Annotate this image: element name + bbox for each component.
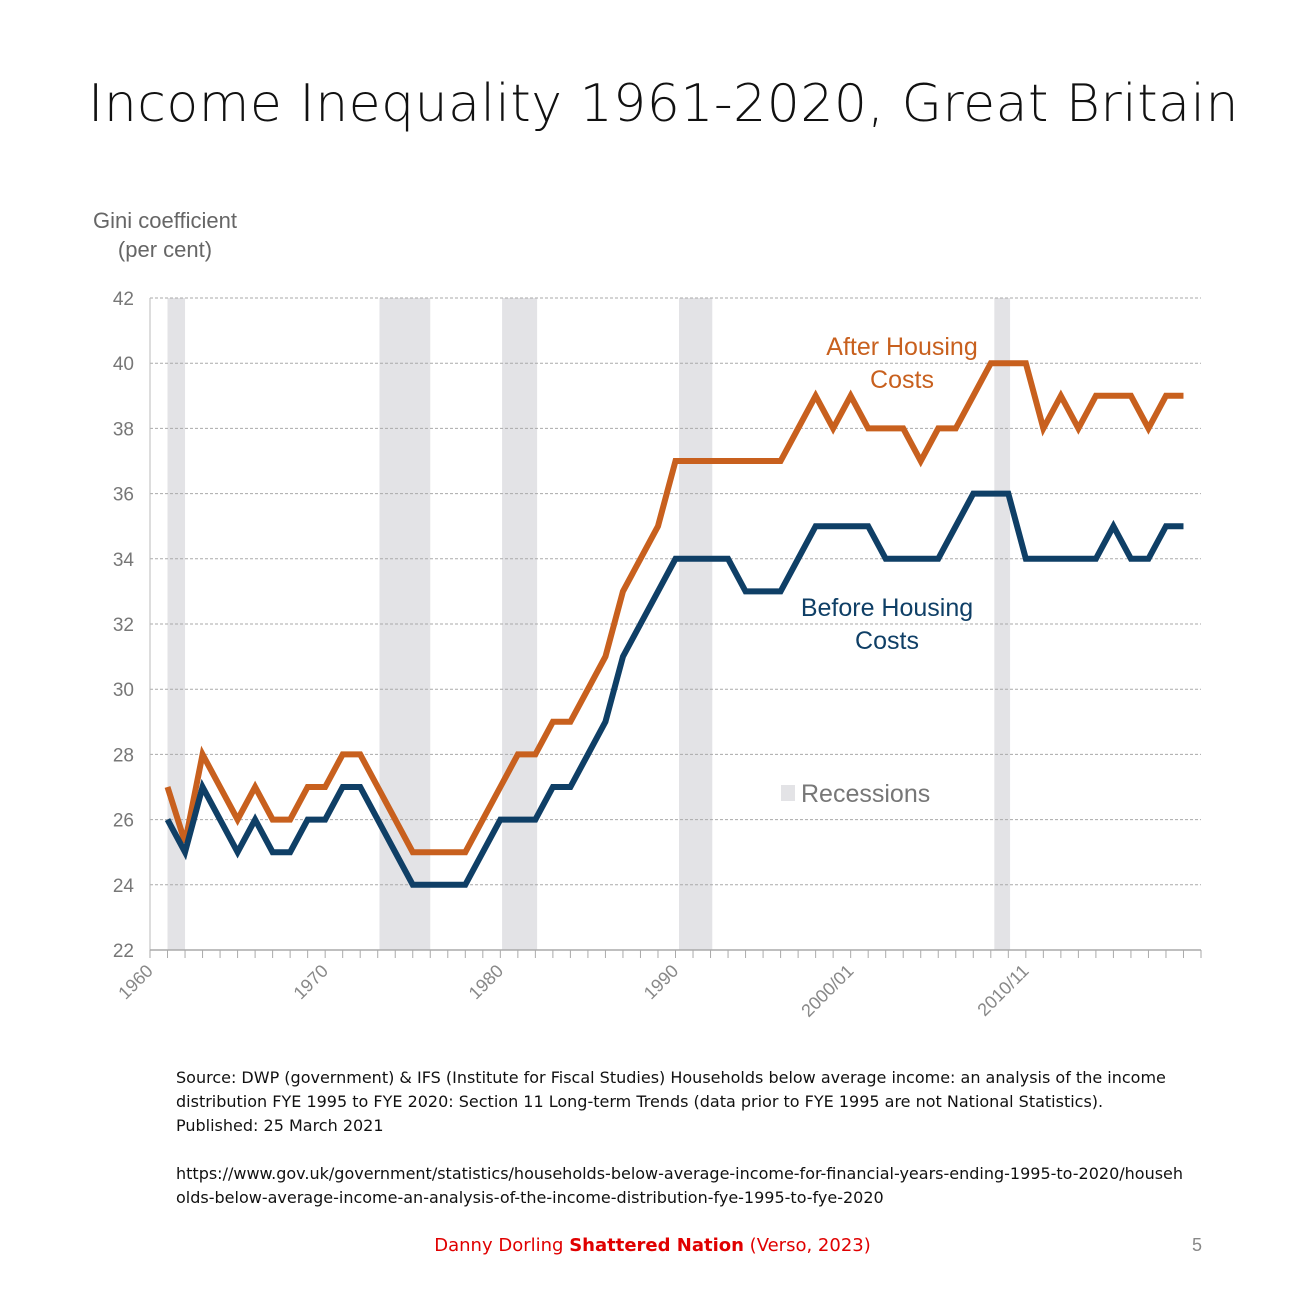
x-tick-label: 2010/11: [973, 961, 1032, 1020]
y-tick-label: 26: [113, 811, 134, 832]
y-tick-label: 24: [113, 876, 135, 897]
series-label: After Housing: [826, 333, 977, 361]
y-tick-label: 28: [113, 745, 134, 766]
y-axis-label: Gini coefficient (per cent): [80, 206, 250, 264]
footer-credit: Danny Dorling Shattered Nation (Verso, 2…: [0, 1235, 1305, 1256]
footer-publisher: (Verso, 2023): [749, 1235, 871, 1256]
slide-title: Income Inequality 1961-2020, Great Brita…: [88, 74, 1239, 134]
legend-swatch-recessions: [781, 785, 795, 801]
x-tick-label: 1980: [465, 961, 507, 1003]
series-line-after-housing-costs: [164, 360, 1184, 856]
x-tick-label: 2000/01: [797, 961, 857, 1021]
x-tick-label: 1970: [290, 961, 332, 1003]
y-tick-label: 34: [113, 550, 135, 571]
series-line-before-housing-costs: [164, 490, 1184, 888]
y-tick-label: 22: [113, 941, 134, 962]
series-label: Costs: [870, 366, 934, 394]
series-label: Before Housing: [801, 594, 973, 622]
footer-author: Danny Dorling: [434, 1235, 564, 1256]
gini-chart: 22 24 26 28 30 32 34 36 38 40 42 1960 1970 1980 1990 20…: [113, 289, 1202, 1021]
x-tick-label: 1990: [640, 961, 682, 1003]
y-tick-label: 36: [113, 485, 134, 506]
y-axis-label-line-1: Gini coefficient: [93, 208, 237, 233]
footer-book: Shattered Nation: [569, 1235, 744, 1256]
y-tick-label: 40: [113, 354, 134, 375]
x-tick-label: 1960: [114, 961, 156, 1003]
y-tick-label: 42: [113, 289, 134, 310]
source-text: Source: DWP (government) & IFS (Institut…: [176, 1068, 1166, 1135]
page-number: 5: [1192, 1235, 1203, 1255]
y-tick-label: 38: [113, 419, 134, 440]
legend-label-recessions: Recessions: [801, 780, 930, 808]
y-axis-label-line-2: (per cent): [117, 237, 213, 262]
series-label: Costs: [855, 627, 919, 655]
y-tick-label: 32: [113, 615, 134, 636]
source-url[interactable]: https://www.gov.uk/government/statistics…: [176, 1164, 1184, 1207]
y-tick-label: 30: [113, 680, 134, 701]
